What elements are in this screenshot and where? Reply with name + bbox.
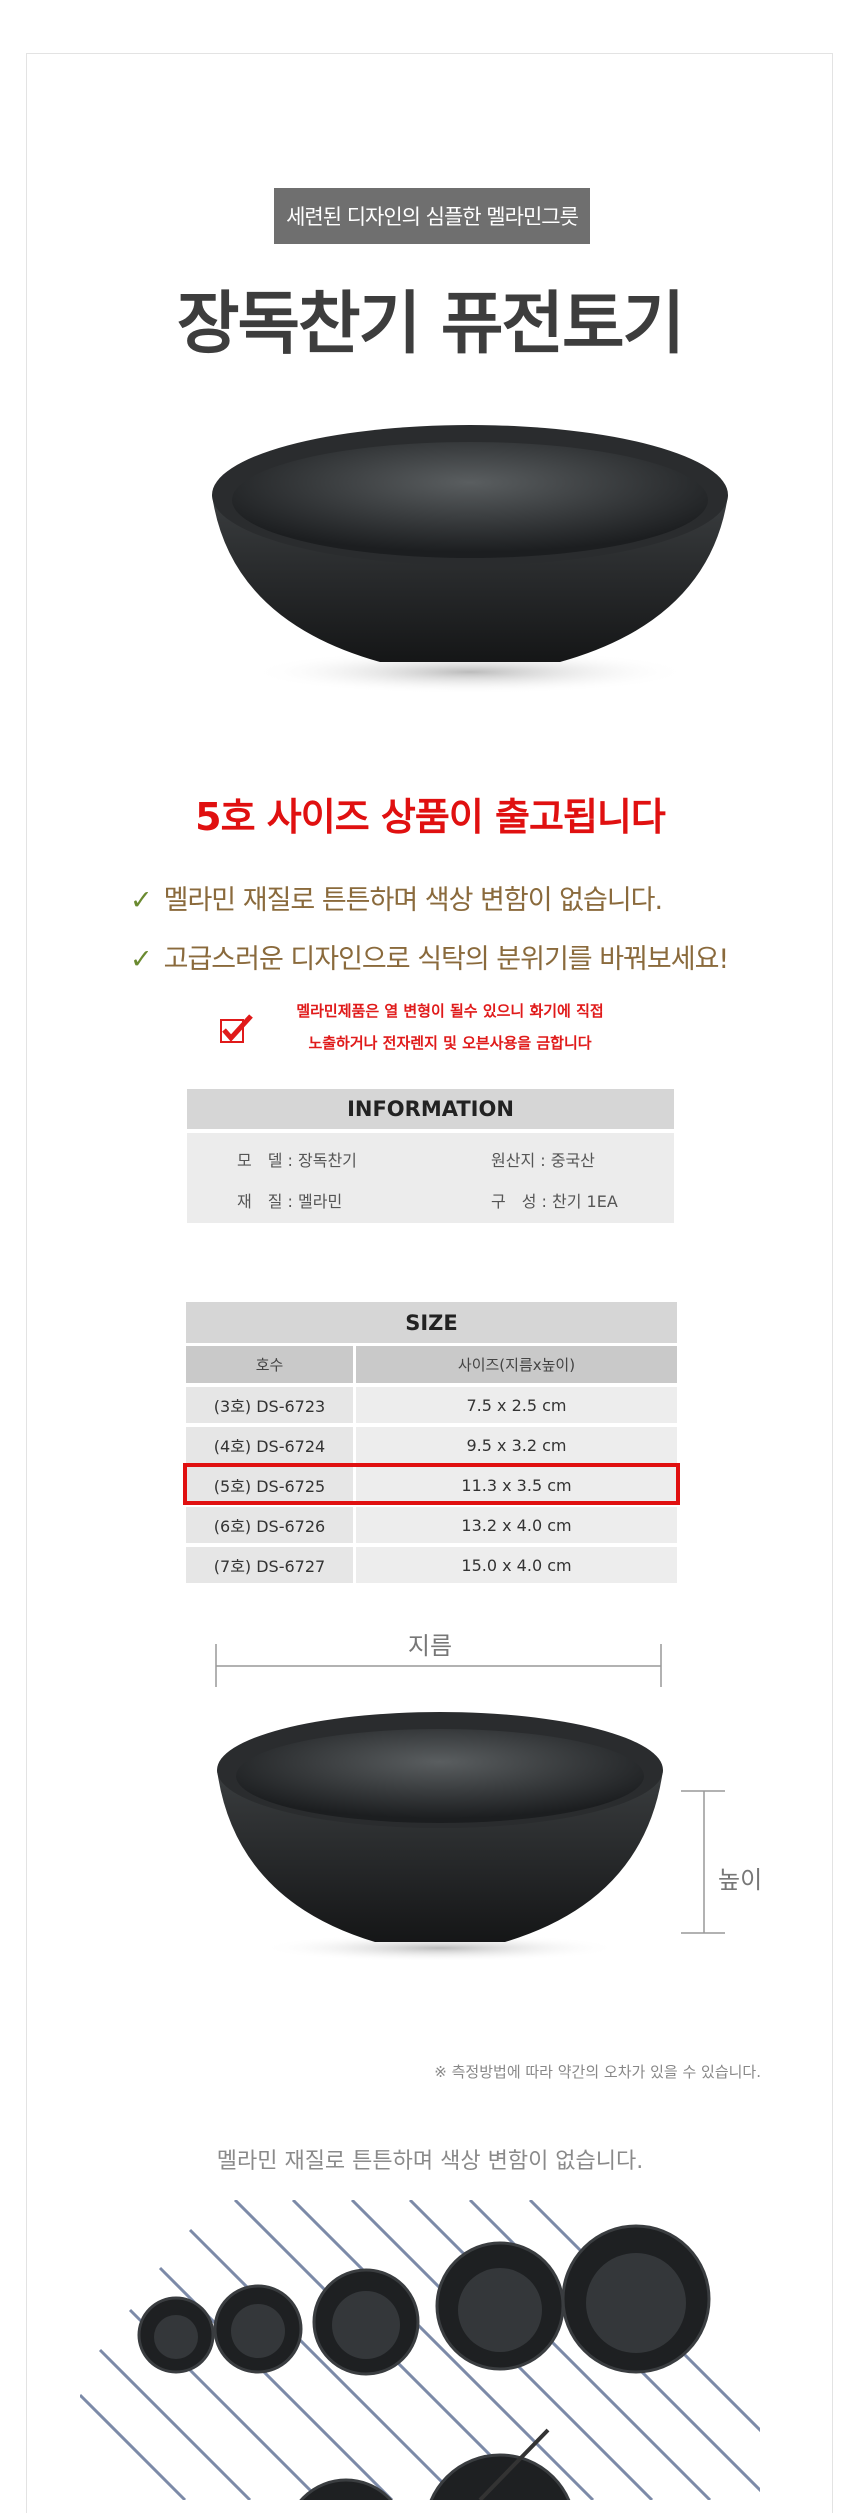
chopsticks <box>478 2428 550 2500</box>
shipping-notice: 5호 사이즈 상품이 출고됩니다 <box>195 795 666 839</box>
row-model: (6호) DS-6726 <box>186 1507 353 1543</box>
diameter-label: 지름 <box>407 1632 453 1660</box>
height-bracket <box>681 1790 725 1934</box>
row-size: 11.3 x 3.5 cm <box>356 1467 677 1503</box>
table-row-highlighted: (5호) DS-6725 11.3 x 3.5 cm <box>186 1467 677 1503</box>
height-label: 높이 <box>718 1866 763 1894</box>
bowl-set-photo <box>80 2200 760 2500</box>
row-size: 15.0 x 4.0 cm <box>356 1547 677 1583</box>
bowl-product-image <box>212 425 728 694</box>
row-model: (5호) DS-6725 <box>186 1467 353 1503</box>
warning-line-1: 멜라민제품은 열 변형이 될수 있으니 화기에 직접 <box>296 1002 604 1020</box>
bottom-caption: 멜라민 재질로 튼튼하며 색상 변함이 없습니다. <box>216 2149 644 2174</box>
measurement-note: ※ 측정방법에 따라 약간의 오차가 있을 수 있습니다. <box>434 2063 761 2081</box>
check-icon: ✓ <box>130 944 153 975</box>
table-row: (3호) DS-6723 7.5 x 2.5 cm <box>186 1387 677 1423</box>
feature-text: 멜라민 재질로 튼튼하며 색상 변함이 없습니다. <box>163 885 663 916</box>
warning-line-2: 노출하거나 전자렌지 및 오븐사용을 금합니다 <box>308 1034 592 1052</box>
information-body: 모 델 : 장독찬기 원산지 : 중국산 재 질 : 멜라민 구 성 : 찬기 … <box>187 1133 674 1223</box>
feature-2: ✓ 고급스러운 디자인으로 식탁의 분위기를 바꿔보세요! <box>130 937 730 976</box>
feature-1: ✓ 멜라민 재질로 튼튼하며 색상 변함이 없습니다. <box>130 878 663 917</box>
bowl-dimension-image <box>217 1712 663 1960</box>
info-material: 재 질 : 멜라민 <box>237 1192 343 1211</box>
row-model: (4호) DS-6724 <box>186 1427 353 1463</box>
feature-text: 고급스러운 디자인으로 식탁의 분위기를 바꿔보세요! <box>163 944 730 975</box>
information-header: INFORMATION <box>187 1089 674 1129</box>
diameter-line <box>215 1644 662 1687</box>
check-icon: ✓ <box>130 885 153 916</box>
row-size: 7.5 x 2.5 cm <box>356 1387 677 1423</box>
size-header: SIZE <box>186 1302 677 1343</box>
page-frame <box>26 53 833 2513</box>
row-model: (3호) DS-6723 <box>186 1387 353 1423</box>
highlight-box <box>183 1463 680 1505</box>
info-model: 모 델 : 장독찬기 <box>237 1151 357 1170</box>
row-model: (7호) DS-6727 <box>186 1547 353 1583</box>
subtitle-banner: 세련된 디자인의 심플한 멜라민그릇 <box>274 188 590 244</box>
info-origin: 원산지 : 중국산 <box>491 1151 595 1170</box>
row-size: 9.5 x 3.2 cm <box>356 1427 677 1463</box>
table-row: (6호) DS-6726 13.2 x 4.0 cm <box>186 1507 677 1543</box>
table-row: (7호) DS-6727 15.0 x 4.0 cm <box>186 1547 677 1583</box>
red-checkbox-icon <box>220 1014 253 1043</box>
size-column-headers: 호수 사이즈(지름x높이) <box>186 1346 677 1383</box>
table-row: (4호) DS-6724 9.5 x 3.2 cm <box>186 1427 677 1463</box>
row-size: 13.2 x 4.0 cm <box>356 1507 677 1543</box>
column-model: 호수 <box>186 1346 353 1383</box>
product-title: 장독찬기 퓨전토기 <box>176 285 685 364</box>
column-size: 사이즈(지름x높이) <box>356 1346 677 1383</box>
info-composition: 구 성 : 찬기 1EA <box>491 1192 618 1211</box>
